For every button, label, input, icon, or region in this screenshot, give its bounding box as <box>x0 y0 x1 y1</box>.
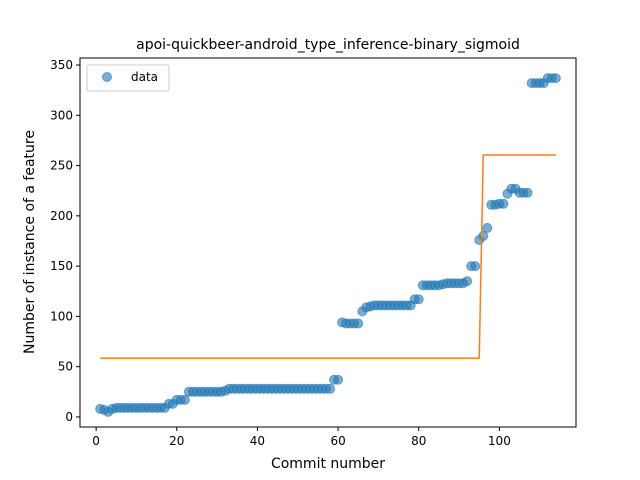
y-tick-label: 0 <box>65 410 73 424</box>
y-tick-label: 200 <box>50 209 73 223</box>
y-tick-label: 300 <box>50 108 73 122</box>
legend: data <box>86 64 170 92</box>
y-tick-label: 250 <box>50 159 73 173</box>
x-tick-label: 0 <box>92 434 100 448</box>
plot-frame <box>79 57 577 428</box>
series-data-points <box>95 73 561 417</box>
data-point <box>333 374 344 385</box>
y-tick-label: 350 <box>50 58 73 72</box>
data-point <box>470 261 481 272</box>
plot-content <box>95 73 561 417</box>
y-axis-label: Number of instance of a feature <box>22 130 38 354</box>
axis-ticks: 0 20 40 60 80 100 0 50 100 150 200 250 300 350 <box>50 58 511 448</box>
y-tick-label: 150 <box>50 259 73 273</box>
data-point <box>353 318 364 329</box>
y-tick-label: 50 <box>58 360 73 374</box>
data-point <box>413 294 424 305</box>
fit-line <box>100 154 556 359</box>
y-tick-label: 100 <box>50 309 73 323</box>
legend-marker-data <box>102 72 112 82</box>
x-tick-label: 40 <box>250 434 265 448</box>
x-axis-label: Commit number <box>271 456 385 472</box>
data-point <box>482 222 493 233</box>
x-tick-label: 100 <box>488 434 511 448</box>
legend-label-data: data <box>131 70 158 84</box>
data-point <box>462 276 473 287</box>
data-point <box>179 394 190 405</box>
x-tick-label: 60 <box>330 434 345 448</box>
x-tick-label: 80 <box>411 434 426 448</box>
data-point <box>522 187 533 198</box>
data-point <box>550 73 561 84</box>
data-point <box>498 198 509 209</box>
legend-box <box>86 64 170 92</box>
x-tick-label: 20 <box>169 434 184 448</box>
chart-title: apoi-quickbeer-android_type_inference-bi… <box>136 37 520 53</box>
data-point <box>325 383 336 394</box>
